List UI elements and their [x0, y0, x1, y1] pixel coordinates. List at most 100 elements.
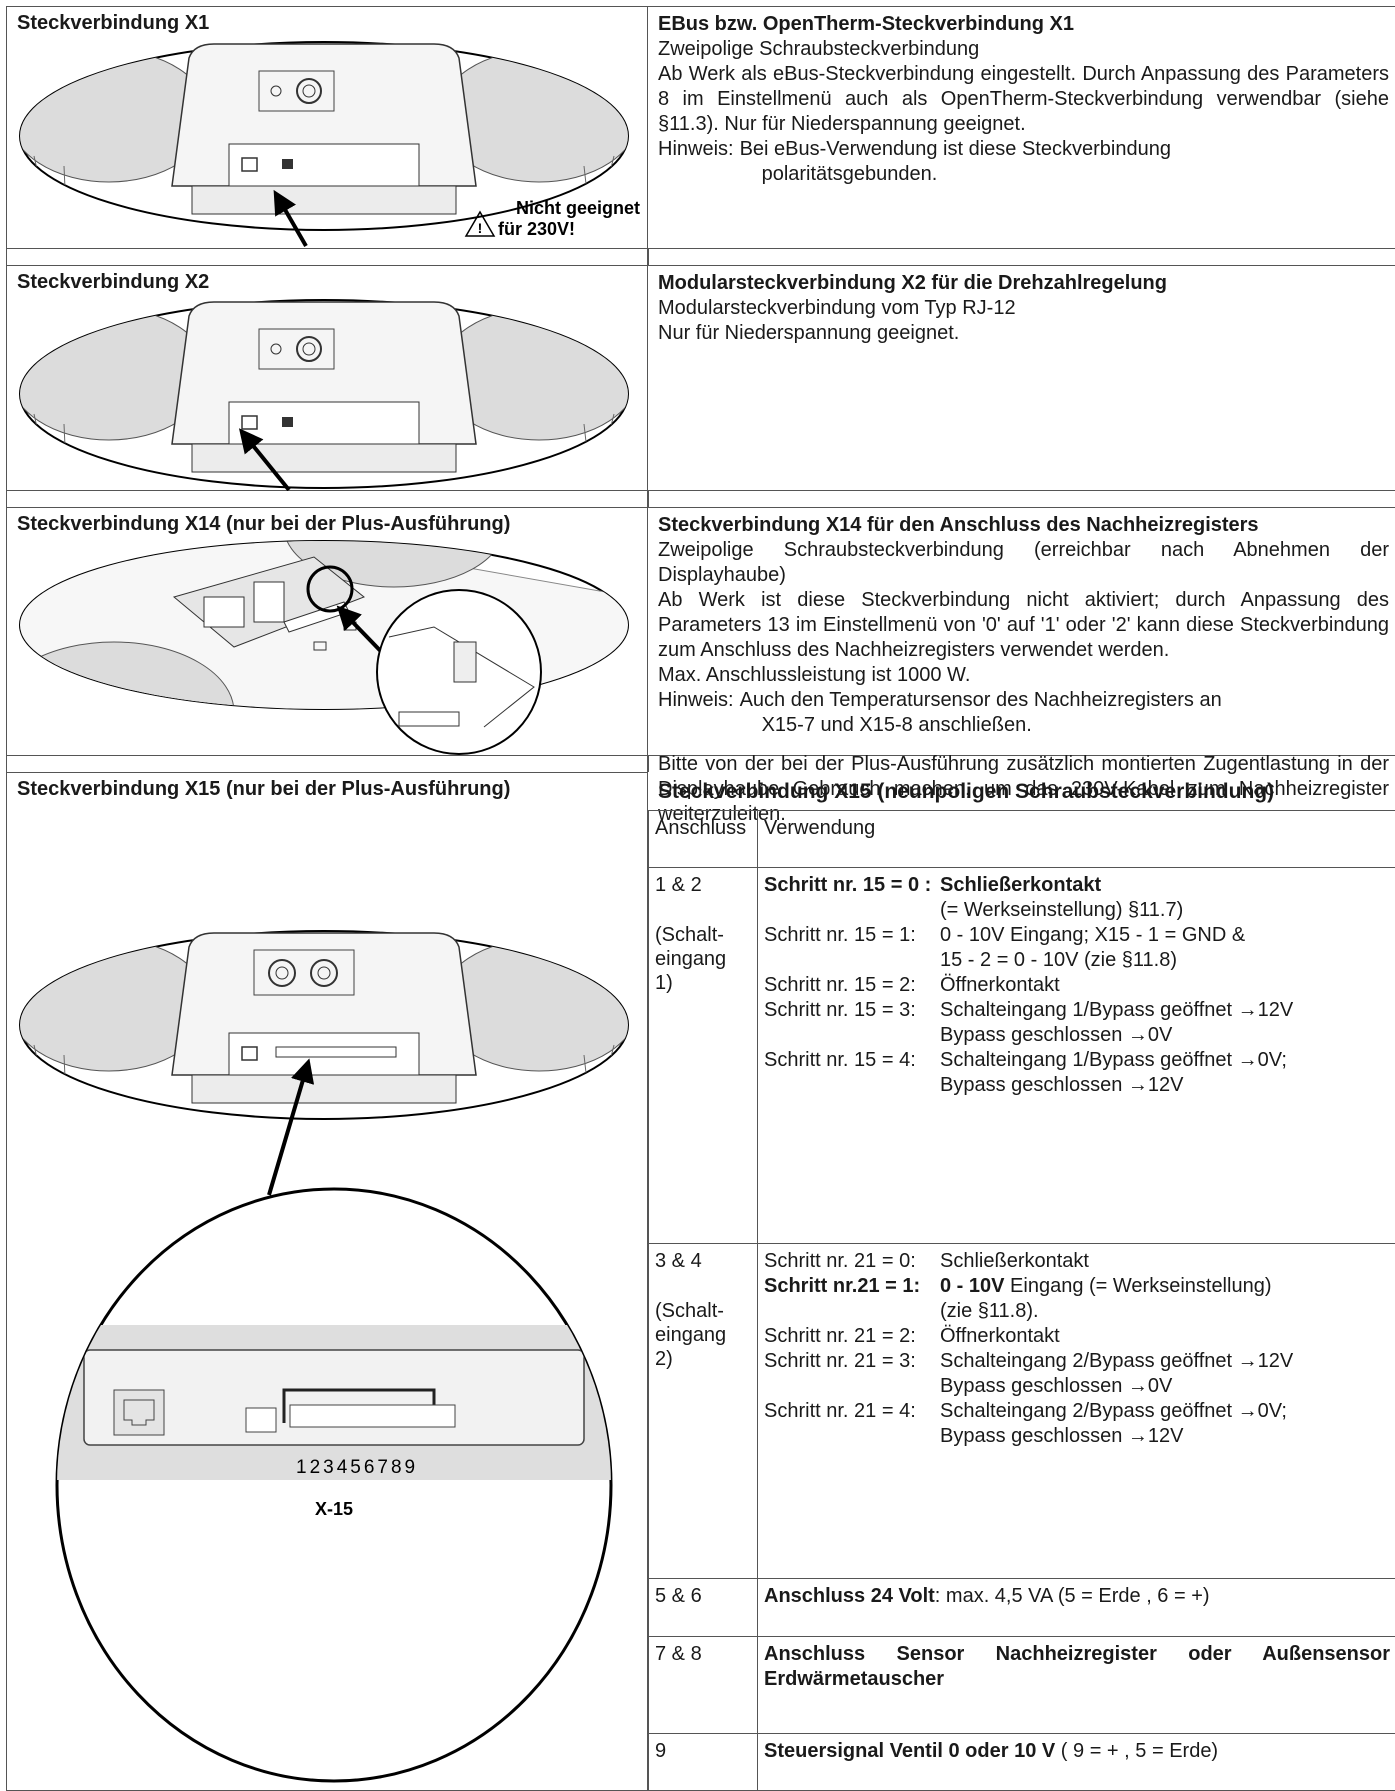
usage-cell: Steuersignal Ventil 0 oder 10 V ( 9 = + …: [757, 1732, 1395, 1791]
left-cell: Steckverbindung X2: [6, 265, 648, 491]
usage-line: Schritt nr. 21 = 0: Schließerkontakt: [764, 1249, 1390, 1274]
right-cell: Steckverbindung X14 für den Anschluss de…: [648, 507, 1395, 825]
shape-rect: [253, 581, 285, 623]
usage-text: Schließerkontakt: [940, 873, 1101, 898]
usage-text: Anschluss 24 Volt: max. 4,5 VA (5 = Erde…: [764, 1585, 1210, 1607]
shape-rect: [282, 159, 293, 169]
step-label: Schritt nr. 21 = 4:: [764, 1399, 916, 1422]
usage-part: Schließerkontakt: [940, 1249, 1089, 1272]
step-label: Schritt nr. 15 = 4:: [764, 1049, 916, 1072]
pin-numbers: 123456789: [296, 1457, 418, 1478]
usage-cell: Anschluss 24 Volt: max. 4,5 VA (5 = Erde…: [757, 1578, 1395, 1637]
usage-continuation: Bypass geschlossen →0V: [940, 1374, 1173, 1397]
usage-part: 0 - 10V Eingang; X15 - 1 = GND &: [940, 924, 1246, 947]
header-cell: Anschluss: [648, 809, 758, 869]
right-title: Modularsteckverbindung X2 für die Drehza…: [658, 272, 1167, 294]
usage-text: 0 - 10V Eingang (= Werkseinstellung): [940, 1274, 1271, 1299]
usage-line: Schritt nr.21 = 1: 0 - 10V Eingang (= Wer…: [764, 1274, 1390, 1299]
note-label: Hinweis:: [658, 689, 734, 711]
conn-note-line: eingang: [655, 948, 727, 971]
shape-ellipse: [283, 541, 505, 588]
usage-part: Eingang (= Werkseinstellung): [1004, 1274, 1272, 1297]
shape-line: [238, 428, 291, 491]
usage-part: Schalteingang 2/Bypass geöffnet →12V: [940, 1349, 1294, 1372]
usage-text: Schalteingang 2/Bypass geöffnet →12V: [940, 1349, 1293, 1374]
paragraph: Zweipolige Schraubsteckverbindung: [658, 38, 980, 60]
shape-circle: [306, 565, 354, 613]
usage-text: Steuersignal Ventil 0 oder 10 V ( 9 = + …: [764, 1740, 1218, 1762]
warning-label: für 230V!: [498, 219, 575, 239]
shape-line: [267, 1058, 315, 1196]
right-cell: EBus bzw. OpenTherm-Steckverbindung X1 Zw…: [648, 6, 1395, 249]
usage-part: Schließerkontakt: [940, 874, 1102, 897]
usage-part: Öffnerkontakt: [940, 974, 1060, 997]
shape-use: [14, 300, 639, 488]
conn-label: 3 & 4: [655, 1249, 702, 1272]
usage-cell: Schritt nr. 15 = 0 : Schließerkontakt (= W…: [757, 867, 1395, 1244]
step-label: Schritt nr. 21 = 3:: [764, 1349, 916, 1372]
usage-line: Schritt nr. 15 = 3: Schalteingang 1/Bypas…: [764, 998, 1390, 1023]
conn-label: 7 & 8: [655, 1642, 702, 1665]
note: Hinweis: Auch den Temperatursensor des Na…: [658, 688, 1389, 738]
step-label: Schritt nr. 21 = 2:: [764, 1324, 916, 1347]
usage-text: Schalteingang 1/Bypass geöffnet →12V: [940, 998, 1293, 1023]
usage-text: Schalteingang 1/Bypass geöffnet →0V;: [940, 1048, 1287, 1073]
x1-illustration: ! Nicht geeignet für 230V!: [14, 36, 640, 247]
spacer-cell: [6, 491, 648, 507]
usage-text: Öffnerkontakt: [940, 973, 1060, 998]
note-lines: Bei eBus-Verwendung ist diese Steckverbi…: [740, 137, 1171, 187]
conn-label: 1 & 2: [655, 874, 702, 897]
shape-circle: [302, 84, 316, 98]
paragraph: Ab Werk ist diese Steckverbindung nicht …: [658, 589, 1389, 661]
step-label: Schritt nr. 21 = 0:: [764, 1249, 916, 1272]
usage-cell: Anschluss Sensor Nachheizregister oder A…: [757, 1635, 1395, 1734]
shape-rect: [282, 417, 293, 427]
table-row: 1 & 2 (Schalt-eingang 1) Schritt nr. 15 = 0…: [648, 867, 1395, 1244]
step-label: Schritt nr. 15 = 3:: [764, 999, 916, 1022]
paragraph: Nur für Niederspannung geeignet.: [658, 322, 960, 344]
shape-ellipse: [55, 1187, 613, 1783]
table-row: 5 & 6 Anschluss 24 Volt: max. 4,5 VA (5 =…: [648, 1578, 1395, 1637]
shape-rect: [245, 1407, 277, 1433]
shape-rect: [258, 70, 335, 112]
note: Hinweis: Bei eBus-Verwendung ist diese St…: [658, 137, 1389, 187]
left-title: Steckverbindung X2: [17, 271, 210, 293]
usage-part: Schalteingang 1/Bypass geöffnet →0V;: [940, 1049, 1287, 1072]
table: Anschluss Verwendung 1 & 2 (Schalt-eingang 1…: [648, 809, 1395, 1791]
note-label: Hinweis:: [658, 138, 734, 160]
paragraph: Max. Anschlussleistung ist 1000 W.: [658, 664, 971, 686]
usage-continuation: Bypass geschlossen →12V: [940, 1074, 1184, 1097]
shape-circle: [275, 966, 289, 980]
shape-g: [14, 931, 639, 1119]
shape-rect: [83, 1349, 585, 1446]
paragraph: Zweipolige Schraubsteckverbindung (errei…: [658, 539, 1389, 586]
left-title: Steckverbindung X14 (nur bei der Plus-Au…: [17, 513, 511, 535]
usage-text: Öffnerkontakt: [940, 1324, 1060, 1349]
shape-path: [464, 210, 496, 237]
usage-continuation: 15 - 2 = 0 - 10V (zie §11.8): [940, 949, 1177, 972]
shape-circle: [317, 966, 331, 980]
left-title: Steckverbindung X15 (nur bei der Plus-Au…: [17, 778, 511, 800]
conn-cell: 5 & 6: [648, 1578, 758, 1637]
usage-line: Schritt nr. 21 = 3: Schalteingang 2/Bypas…: [764, 1349, 1390, 1374]
usage-part: Schalteingang 1/Bypass geöffnet →12V: [940, 999, 1294, 1022]
usage-line: Schritt nr. 15 = 4: Schalteingang 1/Bypas…: [764, 1048, 1390, 1073]
usage-line: Schritt nr. 21 = 2: Öffnerkontakt: [764, 1324, 1390, 1349]
shape-rect: [253, 949, 355, 996]
note-line: polaritätsgebunden.: [761, 163, 938, 185]
shape-circle: [296, 336, 322, 362]
left-title: Steckverbindung X1: [17, 12, 210, 34]
left-cell: Steckverbindung X1: [6, 6, 648, 249]
shape-rect: [258, 328, 335, 370]
shape-rect: [289, 1404, 456, 1428]
connector-label: X-15: [315, 1499, 353, 1519]
paragraph: Modularsteckverbindung vom Typ RJ-12: [658, 297, 1016, 319]
shape-rect: [113, 1389, 165, 1436]
right-title: Steckverbindung X14 für den Anschluss de…: [658, 514, 1259, 536]
right-cell: Modularsteckverbindung X2 für die Drehza…: [648, 265, 1395, 491]
shape-path: [123, 1399, 155, 1426]
conn-note: (Schalt-eingang 1): [655, 923, 751, 995]
usage-cell: Schritt nr. 21 = 0: Schließerkontakt Schri…: [757, 1242, 1395, 1580]
